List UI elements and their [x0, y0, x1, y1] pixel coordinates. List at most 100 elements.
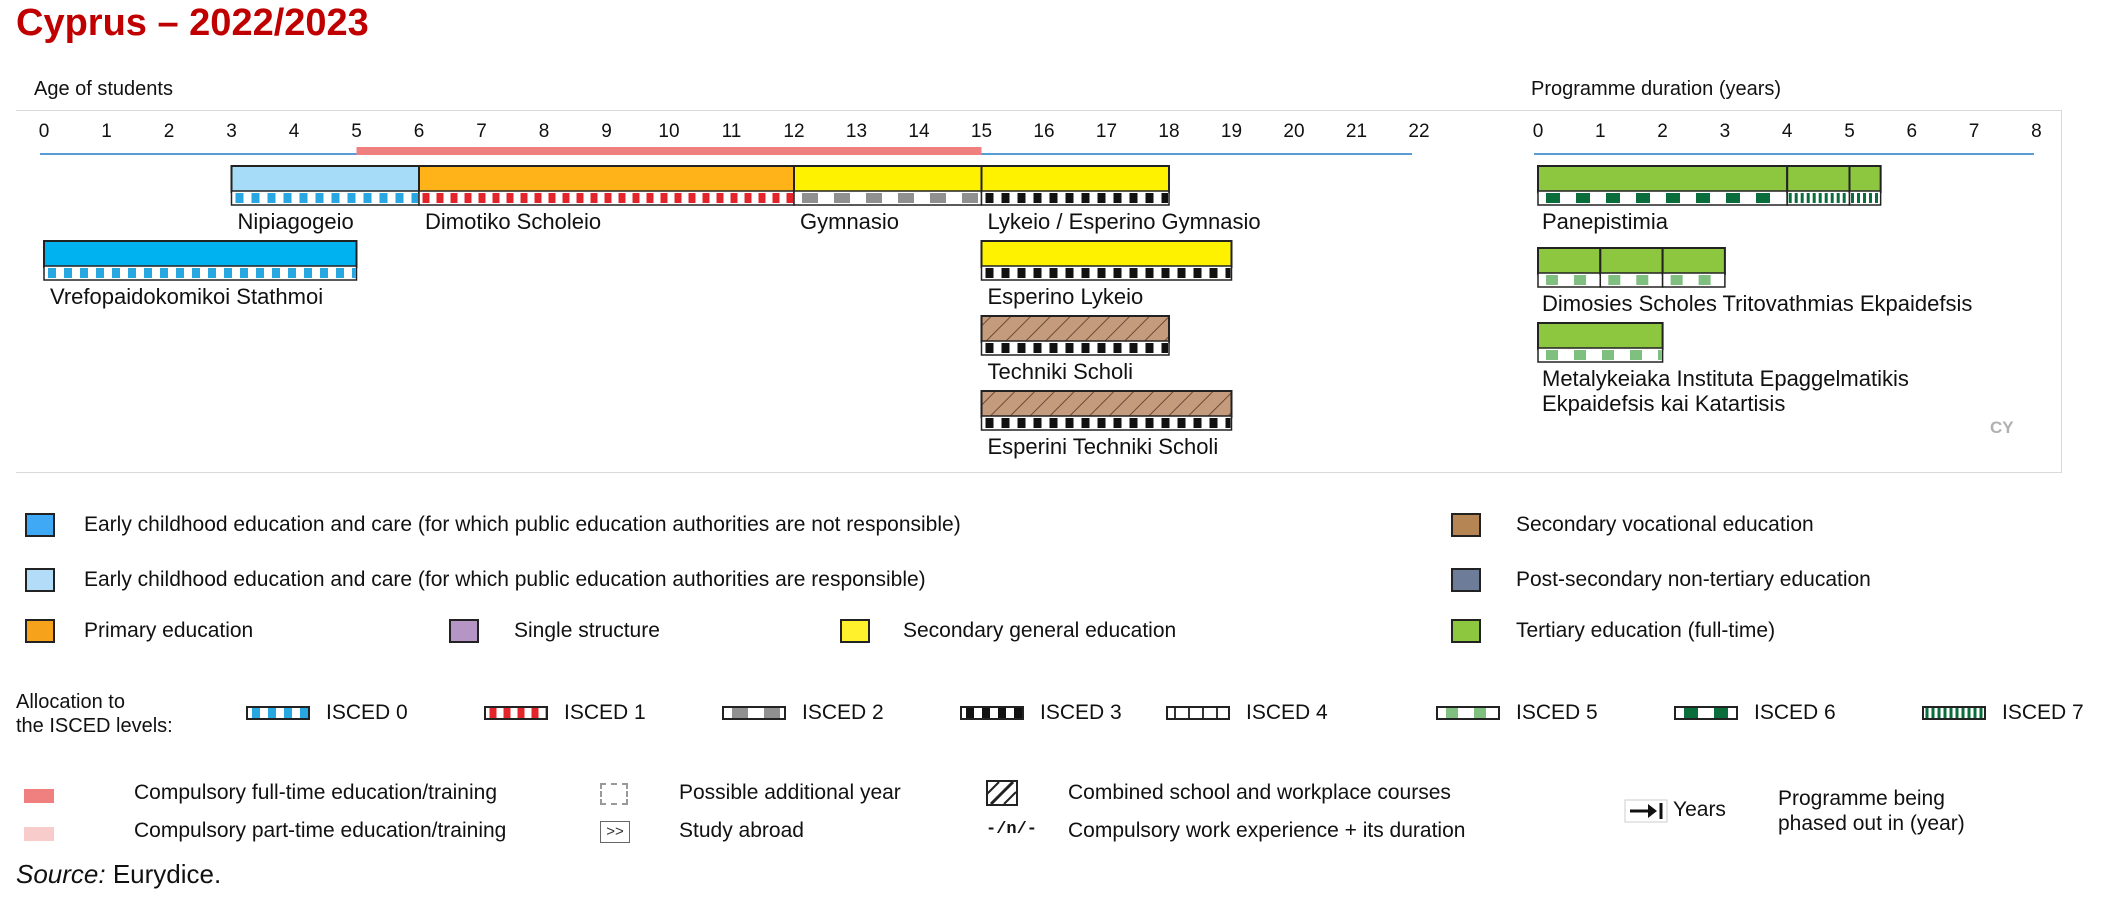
tertiary-isced-strip-mark: [1546, 350, 1558, 360]
legend-swatch-ecec-resp: [25, 568, 55, 592]
programme-isced-strip-mark: [1033, 268, 1042, 278]
programme-isced-strip-mark: [1129, 418, 1138, 428]
programme-isced-strip-mark: [1017, 268, 1026, 278]
programme-isced-strip-mark: [1145, 268, 1154, 278]
programme-isced-strip-mark: [930, 193, 946, 203]
duration-tick-label: 0: [1532, 121, 1544, 142]
age-tick-label: 4: [288, 121, 300, 142]
programme-isced-strip-mark: [962, 193, 978, 203]
programme-isced-strip-mark: [1129, 343, 1138, 353]
programme-label: Esperini Techniki Scholi: [987, 434, 1219, 459]
isced-label: ISCED 4: [1246, 701, 1328, 724]
tertiary-bar-segment: [1537, 322, 1664, 350]
programme-isced-strip-mark: [240, 268, 248, 278]
legend-primary: Primary education: [84, 619, 254, 642]
tertiary-isced-strip-mark: [1630, 350, 1642, 360]
isced-swatch: [1674, 706, 1738, 720]
programme-isced-strip-mark: [436, 193, 444, 203]
age-tick-label: 8: [538, 121, 550, 142]
duration-axis-label: Programme duration (years): [1531, 78, 1782, 100]
programme-isced-strip-mark: [1097, 193, 1106, 203]
legend-swatch-primary: [25, 619, 55, 643]
age-tick-label: 10: [658, 121, 680, 142]
programme-isced-strip-mark: [1145, 193, 1154, 203]
legend-post-secondary: Post-secondary non-tertiary education: [1516, 568, 1871, 591]
programme-isced-strip-mark: [1081, 343, 1090, 353]
programme-isced-strip-mark: [716, 193, 724, 203]
programme-isced-strip-mark: [288, 268, 296, 278]
legend-swatch-compulsory-pt: [24, 827, 54, 841]
legend-swatch-post-secondary: [1451, 568, 1481, 592]
tertiary-isced-strip: [1537, 190, 1788, 206]
tertiary-isced-strip-mark: [1726, 193, 1740, 203]
tertiary-isced-strip-mark: [1636, 275, 1649, 285]
tertiary-isced-strip-mark: [1851, 193, 1854, 203]
programme-isced-strip-mark: [144, 268, 152, 278]
programme-isced-strip: [793, 190, 983, 206]
programme-isced-strip-mark: [702, 193, 710, 203]
programme-isced-strip-mark: [1145, 343, 1154, 353]
programme-isced-strip-mark: [1193, 418, 1202, 428]
legend-secondary-vocational: Secondary vocational education: [1516, 513, 1814, 536]
tertiary-label: Dimosies Scholes Tritovathmias Ekpaidefs…: [1542, 291, 1973, 316]
age-axis-label: Age of students: [34, 78, 173, 100]
tertiary-isced-strip-mark: [1546, 193, 1560, 203]
isced-swatch: [1166, 706, 1230, 720]
programme-isced-strip-mark: [1225, 418, 1231, 428]
programme-isced-strip-mark: [562, 193, 570, 203]
tertiary-isced-strip-mark: [1606, 193, 1620, 203]
programme-bar: [43, 240, 358, 268]
programme-isced-strip-mark: [1081, 268, 1090, 278]
programme-isced-strip-mark: [1097, 343, 1106, 353]
programme-isced-strip-mark: [985, 268, 994, 278]
legend-swatch-single: [449, 619, 479, 643]
programme-isced-strip-mark: [802, 193, 818, 203]
tertiary-isced-strip-mark: [1836, 193, 1840, 203]
years-arrow-icon: [1624, 799, 1668, 823]
tertiary-isced-strip-mark: [1800, 193, 1804, 203]
tertiary-label: Metalykeiaka Instituta Epaggelmatikis Ekp…: [1542, 366, 1909, 416]
programme-isced-strip-mark: [1001, 418, 1010, 428]
programme-isced-strip-mark: [506, 193, 514, 203]
programme-isced-strip-mark: [1129, 193, 1138, 203]
isced-label: ISCED 5: [1516, 701, 1598, 724]
programme-isced-strip-mark: [1049, 268, 1058, 278]
age-tick-label: 0: [38, 121, 50, 142]
programme-isced-strip-mark: [272, 268, 280, 278]
programme-isced-strip-mark: [1081, 418, 1090, 428]
programme-bar: [980, 390, 1233, 418]
tertiary-isced-strip-mark: [1818, 193, 1822, 203]
legend-swatch-secondary-general: [840, 619, 870, 643]
additional-year-icon: [600, 783, 628, 805]
tertiary-isced-strip-mark: [1869, 193, 1872, 203]
tertiary-bar-segment: [1537, 247, 1602, 275]
age-tick-label: 3: [226, 121, 237, 142]
note-phased-out: Programme being phased out in (year): [1778, 786, 1965, 836]
programme-isced-strip-mark: [1017, 418, 1026, 428]
programme-isced-strip-mark: [224, 268, 232, 278]
note-phased-out-line1: Programme being: [1778, 787, 1945, 810]
isced-label: ISCED 7: [2002, 701, 2084, 724]
programme-isced-strip-mark: [786, 193, 793, 203]
isced-label: ISCED 3: [1040, 701, 1122, 724]
age-tick-label: 12: [783, 121, 805, 142]
programme-isced-strip: [980, 340, 1170, 356]
programme-isced-strip-mark: [1113, 193, 1122, 203]
programme-isced-strip-mark: [674, 193, 682, 203]
programme-isced-strip-mark: [208, 268, 216, 278]
programme-bar: [230, 165, 420, 193]
programme-isced-strip-mark: [128, 268, 136, 278]
isced-swatch: [1922, 706, 1986, 720]
programme-isced-strip-mark: [336, 268, 344, 278]
programme-isced-strip-mark: [1161, 193, 1168, 203]
note-work-experience: Compulsory work experience + its duratio…: [1068, 819, 1466, 842]
programme-isced-strip-mark: [898, 193, 914, 203]
programme-isced-strip-mark: [331, 193, 340, 203]
tertiary-isced-strip-mark: [1576, 193, 1590, 203]
programme-isced-strip-mark: [618, 193, 626, 203]
programme-isced-strip-mark: [1177, 418, 1186, 428]
isced-swatch: [484, 706, 548, 720]
programme-isced-strip-mark: [576, 193, 584, 203]
age-tick-label: 13: [845, 121, 868, 142]
